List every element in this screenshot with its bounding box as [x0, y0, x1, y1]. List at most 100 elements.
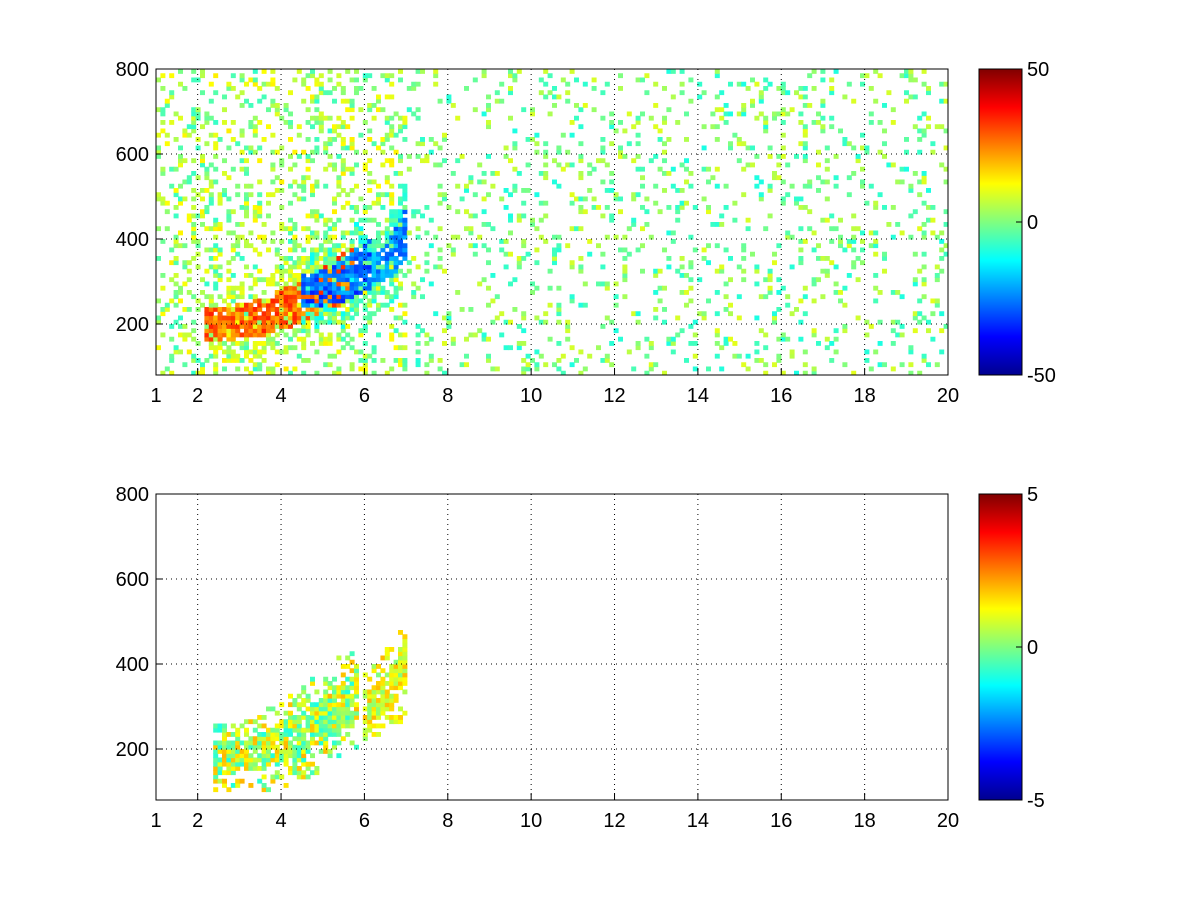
heatmap-cell — [943, 222, 948, 227]
heatmap-cell — [178, 324, 183, 329]
heatmap-cell — [851, 226, 857, 232]
heatmap-cell — [354, 256, 359, 261]
heatmap-cell — [763, 370, 769, 375]
heatmap-cell — [296, 260, 302, 266]
heatmap-cell — [648, 345, 654, 351]
heatmap-cell — [653, 362, 659, 368]
heatmap-cell — [274, 349, 280, 355]
heatmap-cell — [816, 111, 821, 117]
heatmap-cell — [728, 277, 733, 283]
heatmap-cell — [354, 268, 359, 274]
heatmap-cell — [450, 171, 456, 176]
heatmap-cell — [895, 332, 901, 338]
heatmap-cell — [327, 298, 333, 304]
heatmap-cell — [371, 285, 377, 291]
heatmap-cell — [534, 285, 540, 291]
heatmap-cell — [921, 358, 927, 363]
heatmap-cell — [816, 149, 821, 155]
heatmap-cell — [600, 115, 606, 121]
heatmap-cell — [692, 341, 698, 346]
heatmap-cell — [824, 196, 830, 202]
heatmap-cell — [261, 234, 267, 240]
heatmap-cell — [283, 298, 289, 304]
heatmap-cell — [349, 740, 355, 746]
heatmap-cell — [323, 715, 329, 720]
heatmap-cell — [785, 162, 791, 168]
heatmap-cell — [310, 268, 315, 274]
heatmap-cell — [195, 298, 201, 304]
heatmap-cell — [314, 732, 320, 737]
heatmap-cell — [367, 251, 373, 257]
heatmap-cell — [230, 294, 236, 300]
heatmap-cell — [899, 230, 905, 236]
heatmap-cell — [208, 256, 214, 261]
heatmap-cell — [217, 196, 223, 202]
heatmap-cell — [802, 158, 808, 164]
heatmap-cell — [305, 285, 311, 291]
heatmap-cell — [398, 332, 403, 338]
heatmap-cell — [543, 81, 549, 87]
heatmap-cell — [235, 294, 241, 300]
heatmap-cell — [543, 162, 549, 168]
heatmap-cell — [270, 336, 276, 342]
heatmap-cell — [428, 353, 434, 359]
heatmap-cell — [349, 298, 355, 304]
heatmap-cell — [336, 689, 342, 695]
heatmap-cell — [235, 749, 241, 754]
heatmap-cell — [393, 213, 399, 219]
heatmap-cell — [305, 698, 311, 703]
heatmap-cell — [332, 307, 337, 312]
heatmap-cell — [323, 362, 329, 368]
heatmap-cell — [521, 358, 527, 363]
heatmap-cell — [296, 749, 302, 754]
heatmap-cell — [296, 273, 302, 278]
heatmap-cell — [235, 783, 241, 788]
heatmap-cell — [358, 226, 364, 232]
heatmap-cell — [464, 226, 469, 232]
heatmap-cell — [318, 311, 324, 317]
heatmap-cell — [340, 264, 346, 270]
heatmap-cell — [257, 213, 263, 219]
heatmap-cell — [873, 285, 879, 291]
heatmap-cell — [398, 77, 403, 83]
heatmap-cell — [266, 213, 271, 219]
heatmap-cell — [208, 315, 214, 321]
heatmap-cell — [354, 715, 359, 720]
heatmap-cell — [780, 179, 786, 185]
heatmap-cell — [178, 315, 183, 321]
heatmap-cell — [917, 179, 923, 185]
heatmap-cell — [222, 315, 227, 321]
heatmap-cell — [939, 98, 945, 104]
heatmap-cell — [327, 698, 333, 703]
heatmap-cell — [292, 770, 298, 776]
heatmap-cell — [195, 243, 201, 249]
heatmap-cell — [239, 345, 245, 351]
heatmap-cell — [490, 226, 496, 232]
heatmap-cell — [323, 260, 329, 266]
heatmap-cell — [472, 332, 478, 338]
heatmap-cell — [459, 362, 465, 368]
heatmap-cell — [384, 234, 390, 240]
heatmap-cell — [239, 205, 245, 210]
heatmap-cell — [389, 366, 395, 372]
heatmap-cell — [235, 366, 241, 372]
heatmap-cell — [200, 162, 205, 168]
heatmap-cell — [384, 698, 390, 703]
heatmap-cell — [802, 362, 808, 368]
heatmap-cell — [380, 256, 386, 261]
heatmap-cell — [345, 145, 351, 151]
heatmap-cell — [635, 319, 641, 325]
heatmap-cell — [604, 81, 610, 87]
heatmap-cell — [332, 281, 337, 287]
heatmap-cell — [266, 319, 271, 325]
heatmap-cell — [274, 749, 280, 754]
heatmap-cell — [701, 145, 707, 151]
heatmap-cell — [481, 332, 487, 338]
heatmap-cell — [200, 362, 205, 368]
heatmap-cell — [314, 247, 320, 253]
heatmap-cell — [305, 358, 311, 363]
heatmap-cell — [327, 247, 333, 253]
heatmap-cell — [274, 362, 280, 368]
heatmap-cell — [222, 341, 227, 346]
heatmap-cell — [578, 124, 584, 130]
